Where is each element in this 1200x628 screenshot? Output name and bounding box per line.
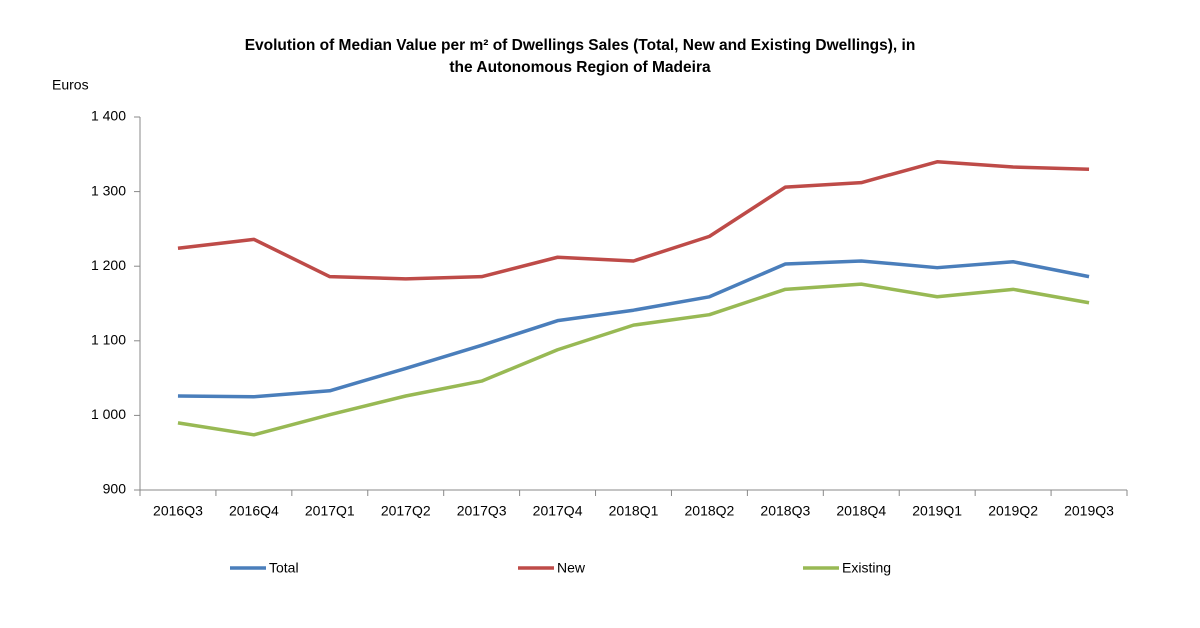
legend-label: New — [557, 560, 586, 576]
line-series — [177, 160, 1090, 281]
x-tick-label: 2017Q1 — [305, 503, 355, 519]
chart-title: the Autonomous Region of Madeira — [449, 59, 711, 76]
x-tick-label: 2018Q4 — [836, 503, 886, 519]
legend-label: Total — [269, 560, 299, 576]
y-tick-label: 1 100 — [91, 332, 126, 348]
x-tick-label: 2016Q4 — [229, 503, 279, 519]
x-tick-label: 2017Q3 — [457, 503, 507, 519]
legend-label: Existing — [842, 560, 891, 576]
x-tick-label: 2019Q3 — [1064, 503, 1114, 519]
x-tick-label: 2017Q2 — [381, 503, 431, 519]
x-tick-label: 2018Q1 — [609, 503, 659, 519]
line-series — [177, 282, 1090, 437]
y-axis-label: Euros — [52, 77, 89, 93]
y-tick-label: 900 — [103, 481, 127, 497]
x-tick-label: 2019Q2 — [988, 503, 1038, 519]
x-tick-label: 2016Q3 — [153, 503, 203, 519]
x-tick-label: 2017Q4 — [533, 503, 583, 519]
y-tick-label: 1 300 — [91, 182, 126, 198]
x-tick-label: 2018Q3 — [760, 503, 810, 519]
line-series — [177, 259, 1090, 399]
y-tick-label: 1 400 — [91, 108, 126, 124]
y-tick-label: 1 200 — [91, 257, 126, 273]
y-tick-label: 1 000 — [91, 406, 126, 422]
x-tick-label: 2019Q1 — [912, 503, 962, 519]
x-tick-label: 2018Q2 — [685, 503, 735, 519]
chart-title: Evolution of Median Value per m² of Dwel… — [245, 37, 916, 54]
